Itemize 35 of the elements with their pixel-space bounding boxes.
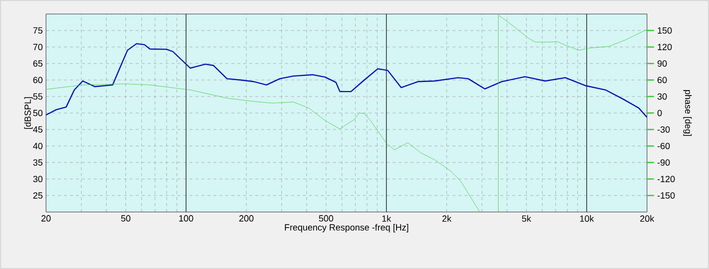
y2-tick-label: -30	[658, 126, 670, 133]
y-tick-label: 25	[33, 192, 42, 199]
y2-tick-label: -90	[658, 159, 670, 166]
y2-tick-label: 150	[658, 27, 672, 34]
y2-tick-label: -60	[658, 142, 670, 150]
x-tick-label: 500	[318, 215, 334, 222]
y2-tick-label: -150	[658, 192, 675, 199]
x-tick-label: 100	[179, 215, 194, 222]
y2-tick-label: 30	[657, 93, 667, 100]
y2-axis-title: phase [deg]	[683, 90, 692, 136]
y2-tick-label: 0	[657, 110, 662, 116]
y-tick-label: 55	[33, 93, 42, 100]
x-tick-label: 10k	[580, 215, 594, 222]
x-tick-label: 200	[239, 215, 254, 222]
y-tick-label: 50	[33, 110, 42, 116]
y-tick-label: 70	[33, 44, 42, 50]
y2-tick-label: -120	[658, 176, 675, 182]
x-tick-label: 1k	[382, 215, 392, 222]
y-tick-label: 30	[33, 176, 42, 182]
x-axis-title: Frequency Response -freq [Hz]	[284, 224, 408, 232]
y-tick-label: 45	[33, 126, 42, 133]
x-tick-label: 50	[121, 215, 130, 222]
y-tick-label: 65	[33, 60, 42, 67]
y2-tick-label: 90	[658, 60, 667, 67]
x-tick-label: 2k	[442, 215, 452, 222]
y2-tick-label: 120	[658, 44, 672, 50]
y2-tick-label: 60	[658, 76, 667, 84]
x-tick-label: 20	[41, 215, 51, 222]
y-axis-title: [dBSPL]	[24, 97, 33, 129]
y-tick-label: 60	[33, 76, 42, 84]
x-tick-label: 20k	[640, 215, 654, 222]
y-tick-label: 75	[33, 27, 42, 34]
x-tick-label: 5k	[522, 215, 532, 222]
y-tick-label: 35	[33, 159, 42, 166]
y-tick-label: 40	[33, 142, 42, 150]
